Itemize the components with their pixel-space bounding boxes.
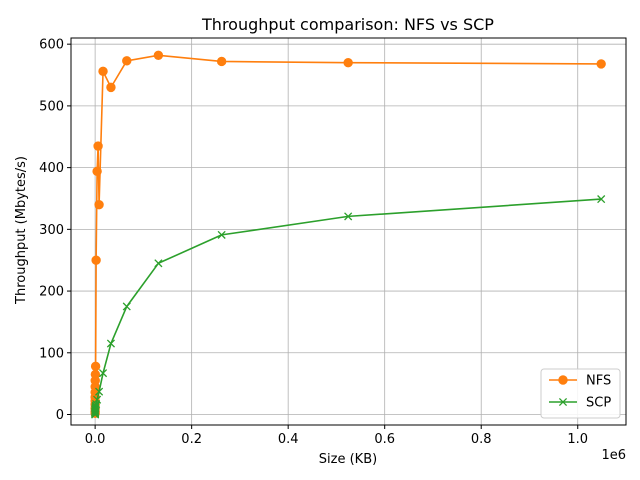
series-scp-point: [344, 212, 353, 221]
y-tick-label: 200: [39, 285, 64, 300]
y-tick-label: 500: [39, 99, 64, 114]
series-nfs-point: [216, 56, 227, 67]
x-tick-label: 0.2: [181, 432, 202, 447]
x-tick-label: 0.4: [278, 432, 299, 447]
legend-nfs-label: NFS: [586, 374, 611, 389]
series-nfs-point: [92, 166, 102, 177]
series-scp: [91, 195, 606, 419]
series-scp-point: [91, 401, 100, 410]
series-scp-point: [91, 403, 100, 412]
x-tick-label: 0.0: [85, 432, 106, 447]
x-tick-label: 0.8: [471, 432, 492, 447]
legend-scp-point: [558, 397, 568, 407]
series-scp-point: [597, 195, 606, 204]
series-nfs-point: [153, 50, 164, 60]
series-layer: [90, 50, 606, 419]
series-nfs-point: [596, 59, 606, 69]
x-axis-label: Size (KB): [319, 452, 377, 467]
series-scp-point: [106, 339, 116, 348]
legend-scp-label: SCP: [586, 396, 611, 411]
x-tick-label: 0.6: [374, 432, 395, 447]
x-axis: 0.0 0.2 0.4 0.6 0.8 1.0: [85, 425, 588, 447]
y-tick-label: 300: [39, 223, 64, 238]
series-nfs-point: [94, 199, 104, 210]
series-scp-point: [217, 230, 226, 239]
plot-frame: [70, 37, 627, 426]
y-tick-label: 400: [39, 161, 64, 176]
series-scp-point: [122, 302, 131, 311]
series-nfs-point: [106, 82, 116, 93]
y-tick-label: 600: [39, 38, 64, 53]
x-axis-offset-label: 1e6: [601, 448, 626, 463]
series-nfs-point: [343, 57, 353, 68]
series-scp-point: [154, 259, 163, 268]
legend: NFS SCP: [540, 368, 621, 419]
series-nfs-point: [90, 361, 101, 372]
series-nfs-point: [90, 369, 101, 380]
series-nfs-point: [91, 255, 101, 265]
y-axis-label: Throughput (Mbytes/s): [14, 156, 29, 305]
grid: [71, 38, 626, 425]
series-nfs-point: [122, 56, 132, 66]
y-axis: 0 100 200 300 400 500 600: [39, 38, 71, 423]
series-scp-point: [95, 387, 104, 396]
chart-title: Throughput comparison: NFS vs SCP: [201, 15, 494, 34]
x-tick-label: 1.0: [567, 432, 588, 447]
legend-nfs-point: [558, 375, 568, 385]
y-tick-label: 0: [56, 408, 64, 423]
y-tick-label: 100: [39, 346, 64, 361]
series-nfs-point: [93, 141, 103, 151]
series-scp-point: [93, 395, 102, 404]
series-scp-point: [98, 369, 108, 378]
series-nfs-point: [98, 66, 108, 77]
